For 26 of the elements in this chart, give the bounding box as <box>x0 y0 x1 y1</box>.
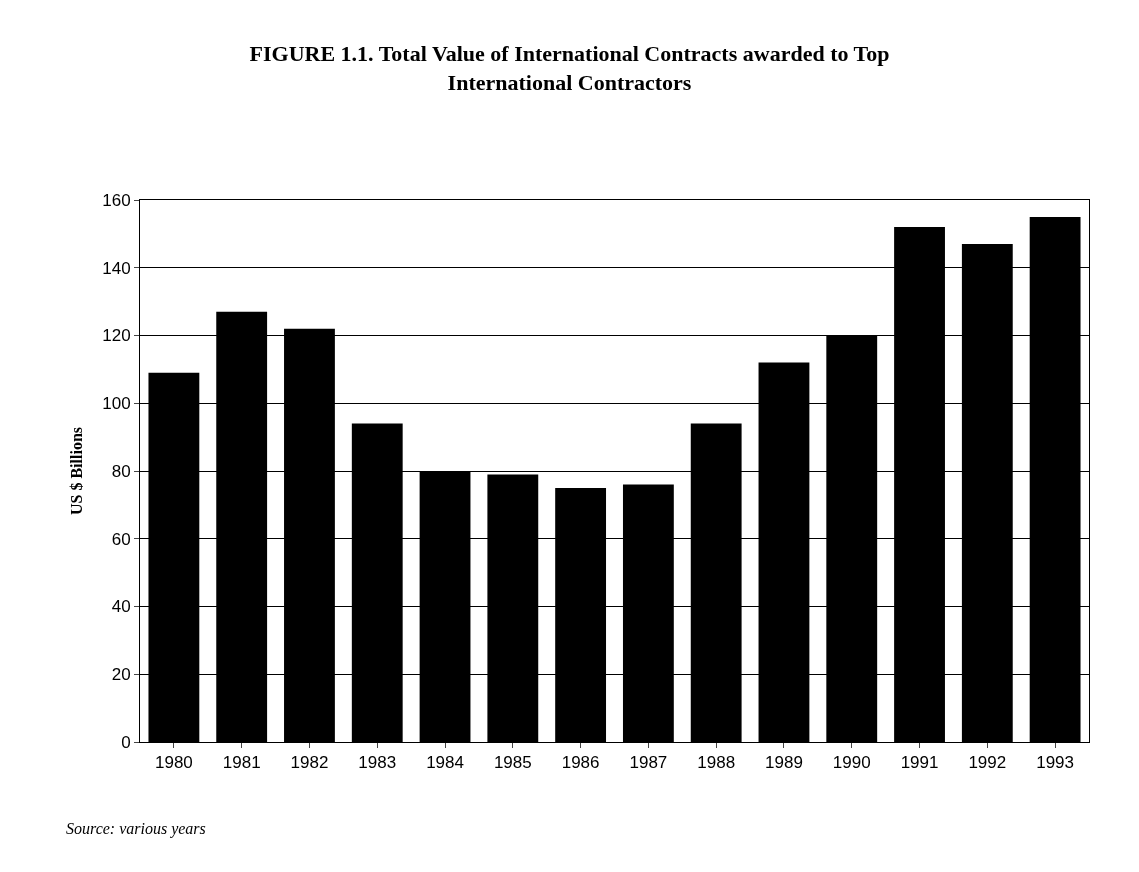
x-tick-label: 1983 <box>358 753 397 773</box>
x-tick-label: 1985 <box>493 753 532 773</box>
x-tick-label: 1991 <box>900 753 939 773</box>
x-tick-label: 1990 <box>832 753 871 773</box>
y-tick-label: 140 <box>102 258 131 278</box>
y-tick-label: 0 <box>121 732 131 752</box>
y-tick-label: 40 <box>111 597 131 617</box>
x-tick-label: 1993 <box>1036 753 1075 773</box>
y-tick-label: 60 <box>111 529 131 549</box>
y-tick-label: 100 <box>102 394 131 414</box>
x-tick-label: 1980 <box>154 753 193 773</box>
x-tick-label: 1992 <box>968 753 1007 773</box>
x-tick-label: 1982 <box>290 753 329 773</box>
x-tick-label: 1987 <box>629 753 668 773</box>
y-tick-label: 160 <box>102 190 131 210</box>
x-tick-label: 1988 <box>697 753 736 773</box>
y-tick-label: 20 <box>111 665 131 685</box>
x-tick-label: 1989 <box>765 753 803 773</box>
x-tick-label: 1984 <box>426 753 464 773</box>
x-tick-label: 1986 <box>561 753 600 773</box>
chart-title: FIGURE 1.1. Total Value of International Contracts awarded to Top International Contractors <box>249 41 890 95</box>
source-note: Source: various years <box>66 820 206 838</box>
y-tick-label: 120 <box>102 326 131 346</box>
y-axis-title: US $ Billions <box>68 426 86 516</box>
y-tick-label: 80 <box>111 461 131 481</box>
x-tick-label: 1981 <box>222 753 261 773</box>
